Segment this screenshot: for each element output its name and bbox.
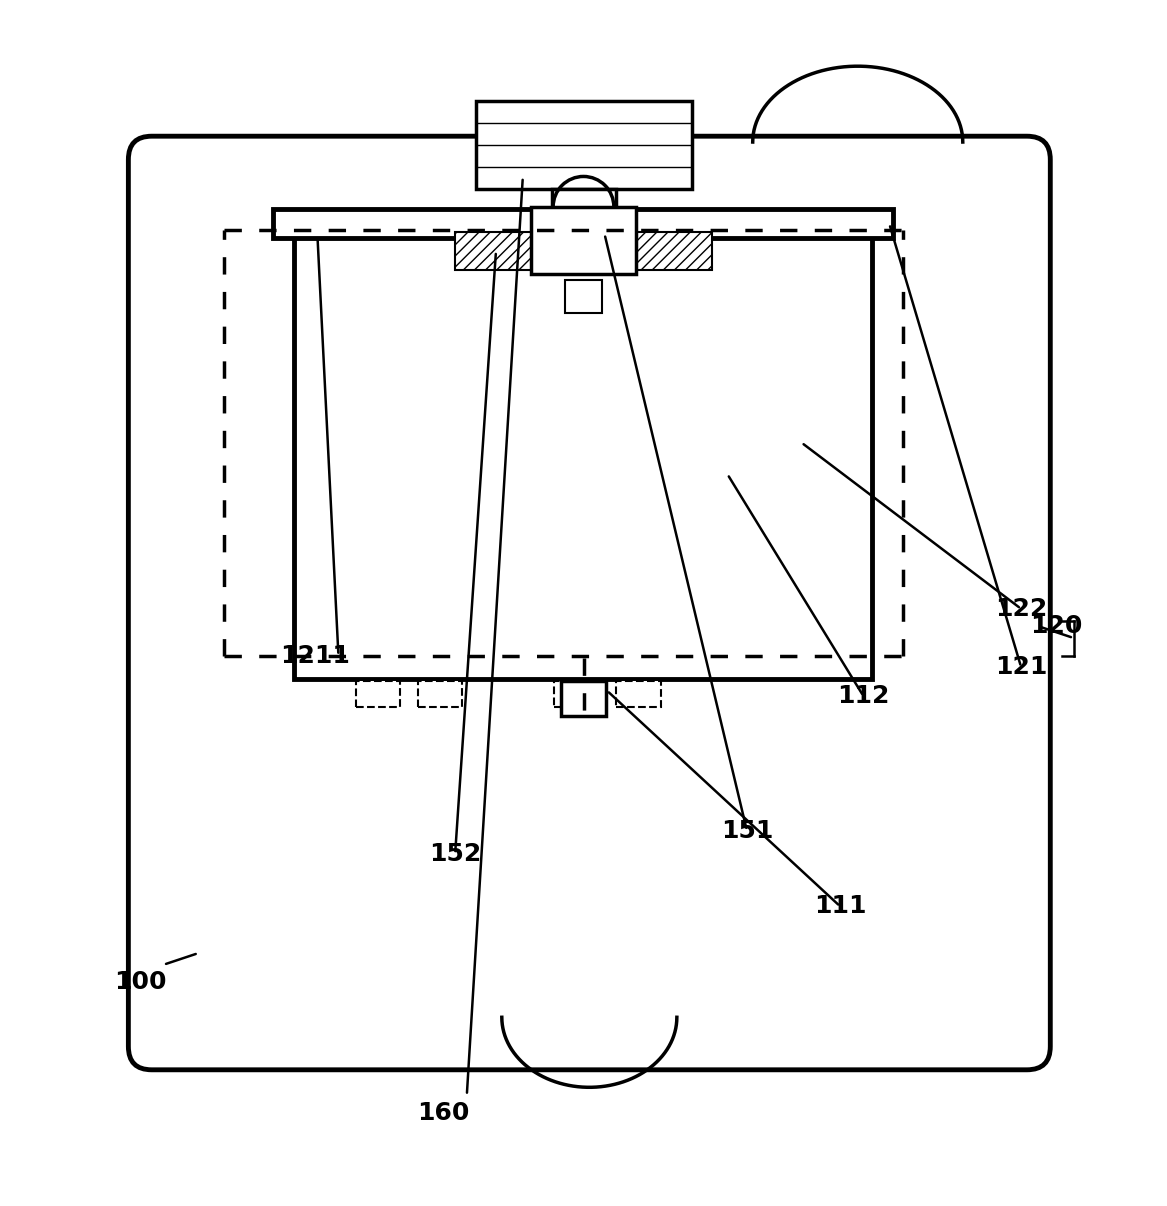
Text: 111: 111 [815,895,866,919]
Bar [455,233,537,270]
Text: 160: 160 [418,1101,469,1125]
Bar [552,188,616,241]
Text: 152: 152 [429,842,481,866]
Bar [476,101,692,188]
Text: 100: 100 [114,971,166,994]
Bar [554,681,599,707]
Bar [273,209,893,239]
Text: 1211: 1211 [280,644,350,667]
Text: 112: 112 [838,684,889,708]
Bar [531,206,636,275]
Bar [356,681,400,707]
FancyBboxPatch shape [128,136,1050,1070]
Text: 151: 151 [721,819,773,843]
Text: 121: 121 [995,655,1047,679]
Bar [561,681,606,716]
Text: 122: 122 [995,597,1047,621]
Bar [294,224,872,679]
Bar [565,280,602,314]
Bar [418,681,462,707]
Bar [630,233,712,270]
Bar [616,681,661,707]
Text: 120: 120 [1030,614,1082,638]
